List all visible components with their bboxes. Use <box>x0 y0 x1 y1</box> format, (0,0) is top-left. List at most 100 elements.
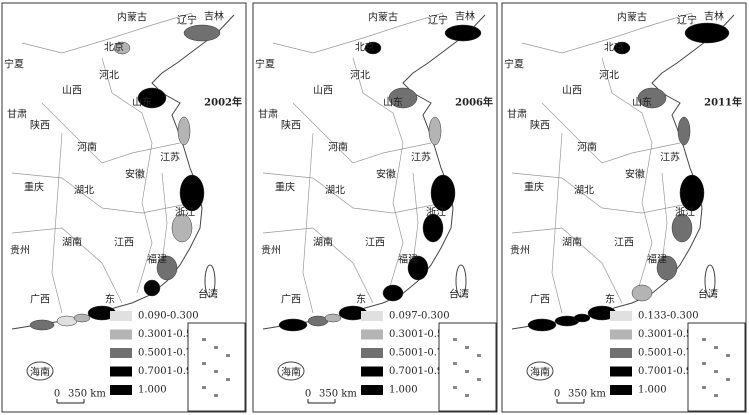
region-shade <box>388 87 418 109</box>
region-shade <box>156 255 178 281</box>
legend-swatch <box>361 366 383 377</box>
legend-swatch <box>610 385 632 395</box>
province-border <box>511 227 623 304</box>
legend-swatch <box>110 385 132 395</box>
region-shade <box>179 174 205 212</box>
inset-island <box>226 378 230 381</box>
scale-distance: 350 km <box>319 389 357 400</box>
province-label: 贵州 <box>10 244 30 257</box>
inset-frame <box>438 322 497 412</box>
region-shade <box>177 116 191 146</box>
region-shade <box>637 87 667 109</box>
inset-island <box>453 362 457 365</box>
region-shade <box>29 319 55 331</box>
province-label: 北京 <box>604 41 624 54</box>
legend-label: 0.133-0.300 <box>638 311 699 322</box>
province-label: 山西 <box>313 85 333 97</box>
province-label: 吉林 <box>204 10 224 23</box>
region-shade <box>183 24 221 42</box>
scale-zero: 0 <box>305 389 311 400</box>
province-border <box>262 172 444 214</box>
province-label: 北京 <box>355 41 375 54</box>
province-label: 福建 <box>647 253 667 266</box>
scale-zero: 0 <box>554 389 560 400</box>
legend-swatch <box>110 366 132 377</box>
province-border <box>521 12 693 54</box>
region-shade <box>364 41 382 55</box>
province-label: 湖北 <box>325 185 345 197</box>
province-label: 吉林 <box>704 10 724 23</box>
inset-island <box>453 386 457 389</box>
region-shade <box>684 22 730 44</box>
province-label: 海南 <box>281 366 301 379</box>
province-label: 浙江 <box>426 207 446 219</box>
inset-island <box>465 394 469 397</box>
inset-frame <box>187 322 246 412</box>
province-label: 宁夏 <box>255 58 275 71</box>
legend-swatch <box>610 348 632 358</box>
province-border <box>511 172 693 214</box>
province-label: 东 <box>356 293 366 306</box>
province-label: 河北 <box>599 70 619 82</box>
province-label: 河南 <box>328 141 348 154</box>
legend-label: 1.000 <box>389 385 418 396</box>
inset-island <box>714 370 718 373</box>
province-label: 江西 <box>114 237 134 249</box>
legend-swatch <box>110 311 132 321</box>
region-shade <box>278 318 308 332</box>
legend-label: 0.5001-0.700 <box>638 348 705 359</box>
province-border <box>541 102 681 164</box>
province-label: 江苏 <box>660 151 680 164</box>
region-shade <box>613 41 631 55</box>
province-border <box>352 57 404 294</box>
inset-island <box>702 386 706 389</box>
province-label: 海南 <box>530 366 550 379</box>
inset-island <box>714 394 718 397</box>
inset-island <box>726 378 730 381</box>
inset-island <box>477 354 481 357</box>
province-border <box>41 102 181 164</box>
province-label: 台湾 <box>698 288 718 301</box>
province-label: 宁夏 <box>504 58 524 71</box>
legend-swatch <box>361 348 383 358</box>
province-label: 重庆 <box>524 181 544 194</box>
province-label: 广西 <box>530 294 550 306</box>
legend-label: 0.7001-0.999 <box>638 366 705 377</box>
legend-swatch <box>610 329 632 340</box>
scale-zero: 0 <box>54 389 60 400</box>
province-label: 陕西 <box>530 119 550 132</box>
inset-island <box>453 338 457 341</box>
region-shade <box>422 213 444 243</box>
region-shade <box>430 174 456 212</box>
region-shade <box>113 41 131 55</box>
province-label: 山西 <box>62 85 82 97</box>
region-shade <box>407 255 429 281</box>
province-border <box>262 227 374 304</box>
province-label: 安徽 <box>376 168 396 181</box>
province-label: 内蒙古 <box>617 11 647 24</box>
region-shade <box>137 87 167 109</box>
province-border <box>302 132 314 314</box>
inset-island <box>202 362 206 365</box>
taiwan <box>455 264 467 298</box>
province-label: 甘肃 <box>7 108 27 121</box>
year-label: 2006年 <box>455 96 493 109</box>
legend-label: 1.000 <box>138 385 167 396</box>
legend-swatch <box>610 311 632 321</box>
province-label: 海南 <box>30 366 50 379</box>
hainan <box>526 361 554 381</box>
province-label: 宁夏 <box>4 58 24 71</box>
province-border <box>292 102 432 164</box>
province-label: 内蒙古 <box>368 11 398 24</box>
province-border <box>661 172 668 264</box>
province-label: 山东 <box>632 96 652 109</box>
province-border <box>11 227 123 304</box>
province-label: 辽宁 <box>177 14 197 27</box>
inset-frame <box>687 322 746 412</box>
region-shade <box>656 255 678 281</box>
legend-label: 0.7001-0.999 <box>389 366 456 377</box>
province-border <box>412 172 419 264</box>
inset-island <box>214 394 218 397</box>
region-shade <box>143 279 161 297</box>
